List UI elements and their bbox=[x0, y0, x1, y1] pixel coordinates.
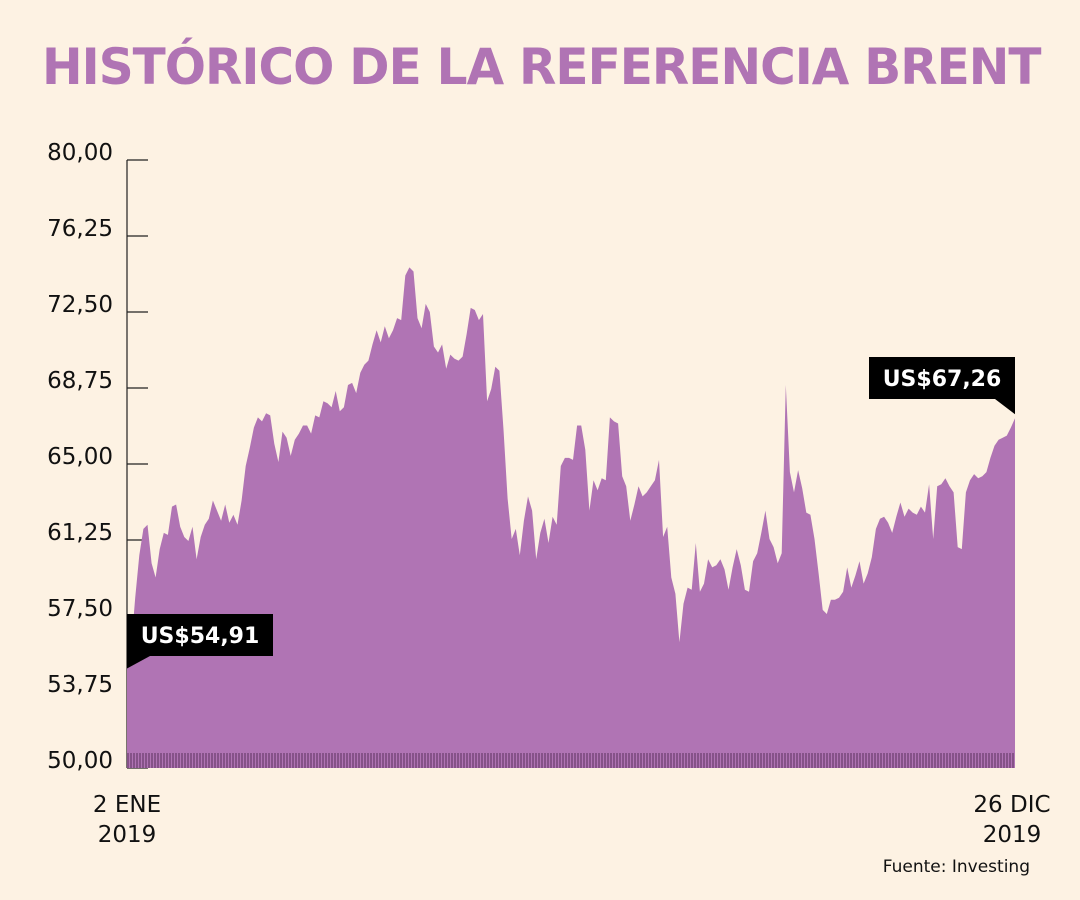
start-callout-box bbox=[127, 614, 273, 656]
y-tick-label: 68,75 bbox=[47, 368, 113, 394]
x-end-year: 2019 bbox=[982, 822, 1042, 848]
x-end-label: 26 DIC 2019 bbox=[962, 790, 1062, 850]
y-tick-label: 72,50 bbox=[47, 292, 113, 318]
x-end-day: 26 DIC bbox=[973, 792, 1051, 818]
end-callout-text: US$67,26 bbox=[883, 367, 1002, 392]
end-callout-box bbox=[869, 357, 1015, 399]
x-start-day: 2 ENE bbox=[92, 792, 162, 818]
start-callout-text: US$54,91 bbox=[141, 624, 260, 649]
y-tick-label: 65,00 bbox=[47, 444, 113, 470]
y-tick-label: 80,00 bbox=[47, 140, 113, 166]
callouts: US$54,91 US$67,26 bbox=[127, 357, 1015, 669]
end-callout: US$67,26 bbox=[869, 357, 1015, 415]
end-callout-pointer bbox=[995, 399, 1015, 415]
x-start-year: 2019 bbox=[97, 822, 157, 848]
y-tick-label: 53,75 bbox=[47, 672, 113, 698]
y-tick-label: 50,00 bbox=[47, 748, 113, 774]
y-tick-label: 61,25 bbox=[47, 520, 113, 546]
start-callout: US$54,91 bbox=[127, 614, 273, 669]
y-axis: 80,00 76,25 72,50 68,75 65,00 61,25 57,50 53,75… bbox=[47, 140, 148, 774]
y-tick-label: 76,25 bbox=[47, 216, 113, 242]
x-start-label: 2 ENE 2019 bbox=[82, 790, 172, 850]
chart-title: HISTÓRICO DE LA REFERENCIA BRENT bbox=[42, 38, 1041, 96]
brent-area-series bbox=[127, 267, 1015, 768]
start-callout-pointer bbox=[127, 656, 150, 669]
y-tick-label: 57,50 bbox=[47, 596, 113, 622]
source-label: Fuente: Investing bbox=[882, 857, 1030, 877]
baseline-hatch bbox=[127, 753, 1014, 768]
